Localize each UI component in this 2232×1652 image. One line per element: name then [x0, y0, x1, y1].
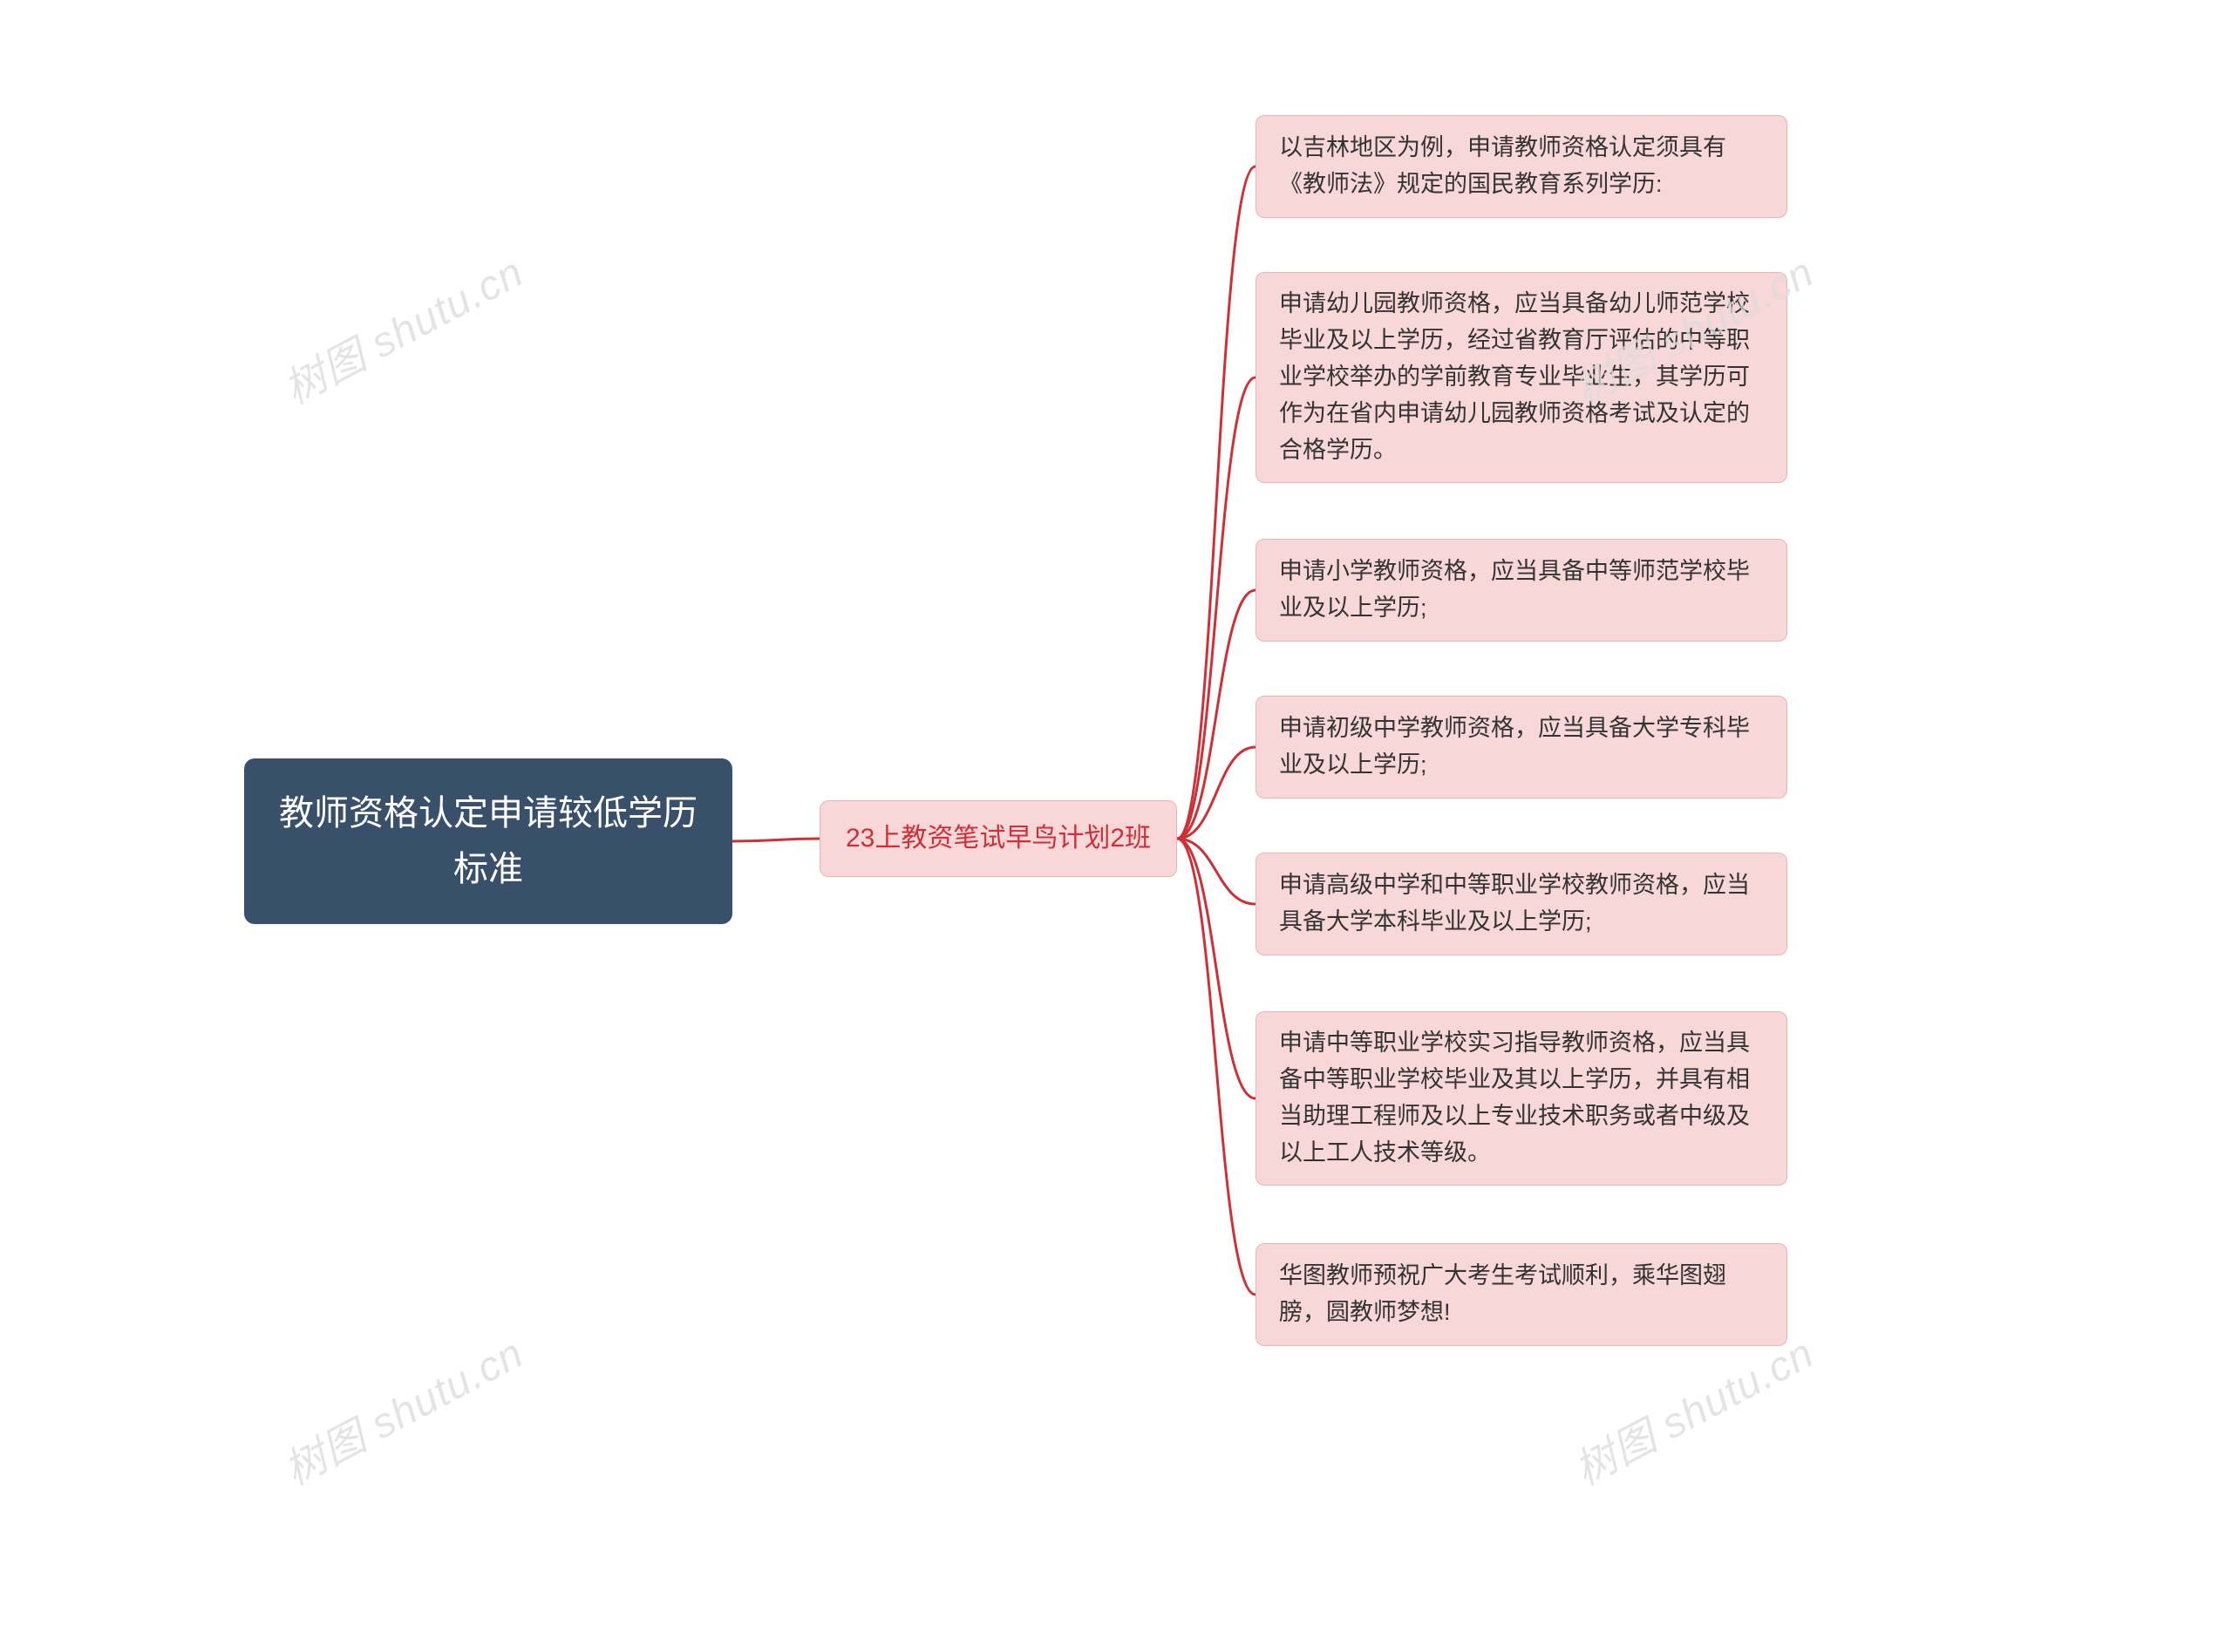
connector [1177, 167, 1256, 839]
connector [1177, 839, 1256, 1098]
leaf-node: 华图教师预祝广大考生考试顺利，乘华图翅膀，圆教师梦想! [1256, 1243, 1787, 1346]
leaf-node: 申请中等职业学校实习指导教师资格，应当具备中等职业学校毕业及其以上学历，并具有相… [1256, 1011, 1787, 1186]
connector [732, 839, 820, 841]
leaf-label: 申请初级中学教师资格，应当具备大学专科毕业及以上学历; [1279, 710, 1764, 784]
connector [1177, 839, 1256, 1295]
leaf-node: 申请高级中学和中等职业学校教师资格，应当具备大学本科毕业及以上学历; [1256, 853, 1787, 955]
leaf-label: 申请高级中学和中等职业学校教师资格，应当具备大学本科毕业及以上学历; [1279, 867, 1764, 941]
connector [1177, 377, 1256, 839]
watermark-text: 树图 shutu.cn [1568, 1330, 1821, 1494]
connector [1177, 747, 1256, 839]
leaf-node: 申请小学教师资格，应当具备中等师范学校毕业及以上学历; [1256, 539, 1787, 642]
leaf-label: 申请中等职业学校实习指导教师资格，应当具备中等职业学校毕业及其以上学历，并具有相… [1279, 1025, 1764, 1171]
leaf-node: 申请初级中学教师资格，应当具备大学专科毕业及以上学历; [1256, 696, 1787, 799]
level1-node: 23上教资笔试早鸟计划2班 [820, 800, 1177, 877]
leaf-node: 申请幼儿园教师资格，应当具备幼儿师范学校毕业及以上学历，经过省教育厅评估的中等职… [1256, 272, 1787, 483]
watermark: 树图 shutu.cn [271, 238, 532, 415]
watermark: 树图 shutu.cn [271, 1319, 532, 1496]
leaf-label: 华图教师预祝广大考生考试顺利，乘华图翅膀，圆教师梦想! [1279, 1258, 1764, 1331]
root-label: 教师资格认定申请较低学历标准 [279, 785, 698, 897]
watermark-text: 树图 shutu.cn [277, 249, 531, 413]
leaf-label: 申请幼儿园教师资格，应当具备幼儿师范学校毕业及以上学历，经过省教育厅评估的中等职… [1279, 286, 1764, 468]
root-node: 教师资格认定申请较低学历标准 [244, 758, 732, 924]
connector [1177, 590, 1256, 839]
level1-label: 23上教资笔试早鸟计划2班 [846, 819, 1151, 860]
leaf-node: 以吉林地区为例，申请教师资格认定须具有《教师法》规定的国民教育系列学历: [1256, 115, 1787, 218]
leaf-label: 申请小学教师资格，应当具备中等师范学校毕业及以上学历; [1279, 554, 1764, 627]
leaf-label: 以吉林地区为例，申请教师资格认定须具有《教师法》规定的国民教育系列学历: [1279, 130, 1764, 203]
watermark-text: 树图 shutu.cn [277, 1330, 531, 1494]
connector [1177, 839, 1256, 904]
